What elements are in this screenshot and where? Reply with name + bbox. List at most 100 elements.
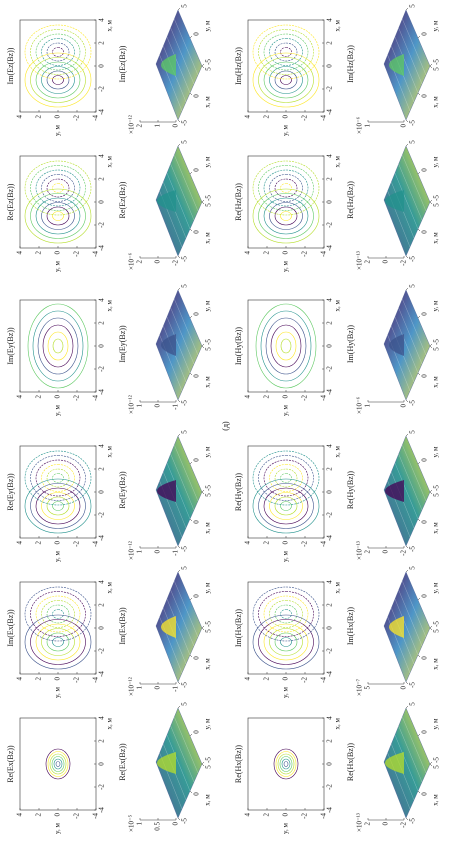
contour-line bbox=[274, 206, 298, 226]
tick-mark bbox=[201, 201, 205, 205]
x-axis-label: x, м bbox=[334, 299, 342, 311]
contour-line bbox=[269, 492, 303, 520]
x-tick-label: 0 bbox=[421, 792, 429, 796]
contour-line bbox=[24, 188, 92, 244]
y-tick-label: -5 bbox=[205, 59, 213, 65]
contour-line bbox=[46, 468, 70, 488]
mesh-line bbox=[402, 580, 427, 638]
y-tick-label: 2 bbox=[263, 395, 271, 399]
surface-peak bbox=[385, 190, 404, 212]
scale-label: ×10⁻¹² bbox=[128, 395, 136, 414]
y-tick-label: -4 bbox=[320, 813, 328, 819]
x-tick-label: 5 bbox=[205, 493, 213, 497]
y-axis-label: y, м bbox=[432, 20, 440, 32]
x-tick-label: 5 bbox=[433, 629, 441, 633]
y-tick-label: -2 bbox=[73, 677, 81, 683]
x-tick-label: -2 bbox=[326, 648, 334, 654]
y-tick-label: 2 bbox=[263, 677, 271, 681]
tick-mark bbox=[417, 315, 421, 319]
x-tick-label: 0 bbox=[326, 762, 334, 766]
tick-mark bbox=[189, 518, 193, 522]
z-tick-label: 0 bbox=[154, 260, 162, 264]
tick-mark bbox=[429, 343, 433, 347]
surface-peak bbox=[385, 480, 404, 502]
contour-line bbox=[41, 628, 75, 656]
y-tick-label: -4 bbox=[92, 395, 100, 401]
x-tick-label: -5 bbox=[181, 120, 189, 126]
y-tick-label: 0 bbox=[54, 541, 62, 545]
y-tick-label: -2 bbox=[73, 251, 81, 257]
contour-line bbox=[45, 748, 71, 780]
x-tick-label: 2 bbox=[98, 41, 106, 45]
tick-mark bbox=[429, 201, 433, 205]
figure-label: (д) bbox=[221, 421, 230, 431]
x-axis-label: x, м bbox=[106, 19, 114, 31]
contour-line bbox=[41, 66, 75, 94]
contour-line bbox=[252, 586, 320, 642]
y-axis-label: y, м bbox=[54, 124, 62, 136]
x-tick-label: 0 bbox=[98, 762, 106, 766]
z-tick-label: 0.5 bbox=[154, 822, 162, 831]
contour-line bbox=[269, 628, 303, 656]
mesh-line bbox=[170, 307, 195, 365]
y-tick-label: 5 bbox=[181, 4, 189, 8]
scale-label: ×10⁻¹² bbox=[128, 541, 136, 560]
y-tick-label: -5 bbox=[433, 757, 441, 763]
x-tick-label: -5 bbox=[409, 546, 417, 552]
contour-line bbox=[269, 38, 303, 66]
tick-mark bbox=[429, 491, 433, 495]
tick-mark bbox=[189, 597, 193, 601]
panel-title: Re(Ez(Bz)) bbox=[6, 183, 15, 220]
y-tick-label: -5 bbox=[205, 757, 213, 763]
y-axis-label: y, м bbox=[204, 446, 212, 458]
y-tick-label: 2 bbox=[263, 251, 271, 255]
contour-line bbox=[41, 492, 75, 520]
z-tick-label: 0 bbox=[400, 404, 408, 408]
x-tick-label: -5 bbox=[409, 818, 417, 824]
y-tick-label: -2 bbox=[73, 813, 81, 819]
z-tick-label: 1 bbox=[364, 124, 372, 128]
tick-mark bbox=[417, 597, 421, 601]
z-tick-label: 0 bbox=[382, 550, 390, 554]
y-tick-label: 0 bbox=[282, 395, 290, 399]
contour-line bbox=[35, 623, 81, 661]
plot-frame bbox=[247, 717, 325, 811]
mesh-line bbox=[174, 580, 199, 638]
contour-line bbox=[255, 303, 317, 389]
panel-title: Re(Hx(Bz)) bbox=[234, 745, 243, 784]
panel-title: Re(Hy(Bz)) bbox=[346, 471, 355, 510]
contour-line bbox=[258, 57, 314, 103]
x-tick-label: -2 bbox=[98, 784, 106, 790]
plot-frame bbox=[19, 299, 97, 393]
tick-mark bbox=[189, 790, 193, 794]
tick-mark bbox=[429, 489, 433, 493]
x-tick-label: 4 bbox=[98, 444, 106, 448]
y-tick-label: 4 bbox=[16, 677, 24, 681]
y-axis-label: y, м bbox=[282, 822, 290, 834]
contour-line bbox=[280, 183, 292, 193]
x-tick-label: 5 bbox=[205, 203, 213, 207]
contour-line bbox=[265, 317, 307, 375]
contour-line bbox=[280, 473, 292, 483]
contour-line bbox=[47, 751, 69, 777]
y-tick-label: 5 bbox=[409, 566, 417, 570]
y-tick-label: 0 bbox=[54, 251, 62, 255]
z-tick-label: 0 bbox=[154, 404, 162, 408]
x-tick-label: -4 bbox=[98, 389, 106, 395]
tick-mark bbox=[429, 65, 433, 69]
contour-line bbox=[24, 160, 92, 216]
tick-mark bbox=[417, 171, 421, 175]
tick-mark bbox=[177, 143, 181, 147]
y-tick-label: 0 bbox=[421, 312, 429, 316]
contour-line bbox=[35, 595, 81, 633]
mesh-line bbox=[402, 298, 427, 356]
panel-title: Im(Ey(Bz)) bbox=[6, 327, 15, 365]
x-tick-label: 5 bbox=[205, 347, 213, 351]
y-tick-label: 4 bbox=[16, 115, 24, 119]
y-tick-label: 5 bbox=[409, 140, 417, 144]
x-tick-label: 5 bbox=[433, 203, 441, 207]
scale-label: ×10⁻⁶ bbox=[356, 116, 364, 134]
contour-line bbox=[52, 473, 64, 483]
y-tick-label: -4 bbox=[320, 677, 328, 683]
